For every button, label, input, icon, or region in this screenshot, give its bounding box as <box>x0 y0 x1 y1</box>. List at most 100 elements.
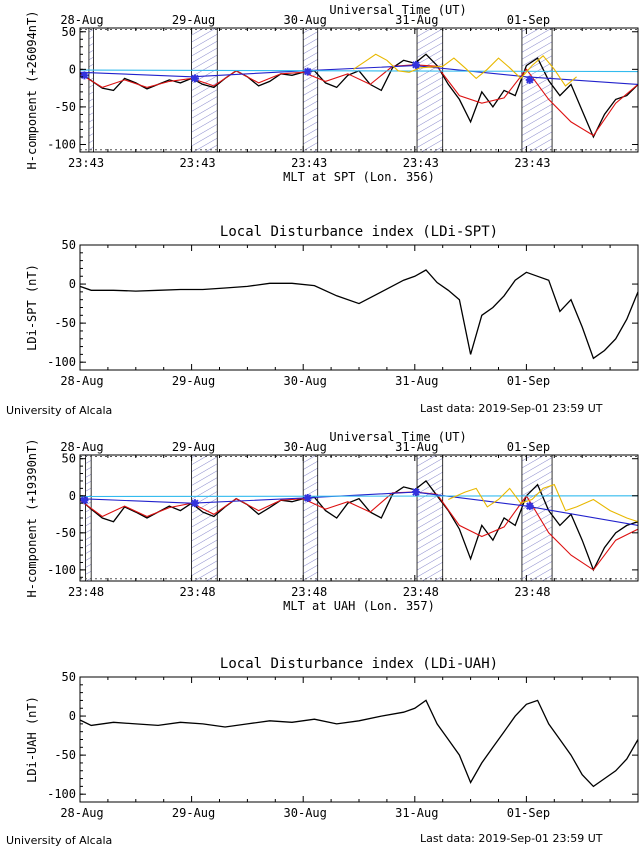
y-tick-label: -100 <box>47 355 76 369</box>
y-axis-label: LDi-UAH (nT) <box>25 696 39 783</box>
y-tick-label: 0 <box>69 277 76 291</box>
series-baseline-red <box>79 491 639 571</box>
y-tick-label: 50 <box>62 238 76 252</box>
bottom-tick-label: 23:43 <box>403 156 439 170</box>
y-tick-label: 0 <box>69 709 76 723</box>
y-tick-label: 50 <box>62 452 76 466</box>
panel-uah-h-component: 50 0 -50 -100 H-component (+19390nT) 28-Aug 29… <box>25 430 639 613</box>
y-axis-label: H-component (+26094nT) <box>25 11 39 170</box>
plot-frame <box>79 27 639 153</box>
x-tick-label: 31-Aug <box>395 806 438 820</box>
series-quiet-cyan <box>79 69 639 73</box>
y-tick-label: 50 <box>62 670 76 684</box>
event-band <box>521 454 553 582</box>
bottom-tick-label: 23:48 <box>403 585 439 599</box>
series-quiet-cyan <box>79 495 639 498</box>
x-tick-label: 28-Aug <box>60 374 103 388</box>
bottom-tick-label: 23:48 <box>180 585 216 599</box>
event-band <box>191 27 218 153</box>
series-ldi <box>79 699 639 788</box>
series-tide-yellow <box>353 53 577 87</box>
series-ldi <box>79 269 639 360</box>
top-tick-label: 01-Sep <box>507 13 550 27</box>
bottom-tick-label: 23:48 <box>68 585 104 599</box>
y-tick-label: -100 <box>47 137 76 151</box>
panel-spt-h-component: 50 0 -50 -100 H-component (+26094nT) 28-Aug 29… <box>25 3 639 184</box>
asterisk-marker <box>80 71 89 80</box>
asterisk-marker <box>190 499 199 508</box>
y-tick-label: 0 <box>69 489 76 503</box>
panel-title: Local Disturbance index (LDi-SPT) <box>220 224 498 240</box>
footer-right-uah: Last data: 2019-Sep-01 23:59 UT <box>420 832 603 845</box>
event-band <box>302 27 319 153</box>
top-axis-title: Universal Time (UT) <box>329 3 466 17</box>
footer-left-spt: University of Alcala <box>6 404 113 417</box>
asterisk-marker <box>411 60 420 69</box>
top-tick-label: 01-Sep <box>507 440 550 454</box>
y-axis-label: H-component (+19390nT) <box>25 439 39 598</box>
bottom-tick-label: 23:43 <box>180 156 216 170</box>
series-baseline-blue <box>79 65 639 85</box>
asterisk-marker <box>80 496 89 505</box>
bottom-tick-label: 23:43 <box>291 156 327 170</box>
y-tick-label: 0 <box>69 62 76 76</box>
series-measured <box>79 479 639 572</box>
top-tick-label: 29-Aug <box>172 13 215 27</box>
event-band <box>191 454 218 582</box>
y-tick-label: 50 <box>62 25 76 39</box>
asterisk-marker <box>303 67 312 76</box>
top-tick-label: 30-Aug <box>284 13 327 27</box>
x-tick-label: 30-Aug <box>284 806 327 820</box>
bottom-tick-label: 23:43 <box>514 156 550 170</box>
x-tick-label: 31-Aug <box>395 374 438 388</box>
bottom-tick-label: 23:43 <box>68 156 104 170</box>
event-band <box>521 27 553 153</box>
asterisk-marker <box>411 488 420 497</box>
plot-frame <box>79 676 639 803</box>
y-axis-label: LDi-SPT (nT) <box>25 264 39 351</box>
asterisk-marker <box>525 75 534 84</box>
panel-spt-ldi: 50 0 -50 -100 LDi-SPT (nT) Local Disturbance … <box>25 224 639 388</box>
y-tick-label: -50 <box>54 100 76 114</box>
x-tick-label: 29-Aug <box>172 806 215 820</box>
footer-left-uah: University of Alcala <box>6 834 113 847</box>
top-tick-label: 31-Aug <box>395 440 438 454</box>
y-tick-label: -100 <box>47 787 76 801</box>
event-band <box>416 454 444 582</box>
x-tick-label: 28-Aug <box>60 806 103 820</box>
asterisk-marker <box>303 493 312 502</box>
top-tick-label: 30-Aug <box>284 440 327 454</box>
series-measured <box>79 53 639 139</box>
event-band <box>416 27 444 153</box>
top-tick-label: 29-Aug <box>172 440 215 454</box>
bottom-tick-label: 23:48 <box>514 585 550 599</box>
x-axis-label: MLT at UAH (Lon. 357) <box>283 599 435 613</box>
top-tick-label: 28-Aug <box>60 13 103 27</box>
event-band <box>88 27 94 153</box>
x-tick-label: 29-Aug <box>172 374 215 388</box>
top-tick-label: 31-Aug <box>395 13 438 27</box>
x-tick-label: 01-Sep <box>507 374 550 388</box>
panel-uah-ldi: 50 0 -50 -100 LDi-UAH (nT) Local Disturbance … <box>25 656 639 820</box>
y-tick-label: -50 <box>54 316 76 330</box>
series-baseline-red <box>79 64 639 137</box>
y-tick-label: -50 <box>54 526 76 540</box>
y-tick-label: -50 <box>54 748 76 762</box>
event-band <box>85 454 92 582</box>
x-axis-label: MLT at SPT (Lon. 356) <box>283 170 435 184</box>
event-band <box>302 454 319 582</box>
top-tick-label: 28-Aug <box>60 440 103 454</box>
top-axis-title: Universal Time (UT) <box>329 430 466 444</box>
x-tick-label: 30-Aug <box>284 374 327 388</box>
panel-title: Local Disturbance index (LDi-UAH) <box>220 656 498 672</box>
y-tick-label: -100 <box>47 563 76 577</box>
series-tide-yellow <box>448 483 639 523</box>
footer-right-spt: Last data: 2019-Sep-01 23:59 UT <box>420 402 603 415</box>
x-tick-label: 01-Sep <box>507 806 550 820</box>
asterisk-marker <box>190 74 199 83</box>
asterisk-marker <box>525 502 534 511</box>
plot-frame <box>79 244 639 371</box>
bottom-tick-label: 23:48 <box>291 585 327 599</box>
series-baseline-blue <box>79 491 639 526</box>
